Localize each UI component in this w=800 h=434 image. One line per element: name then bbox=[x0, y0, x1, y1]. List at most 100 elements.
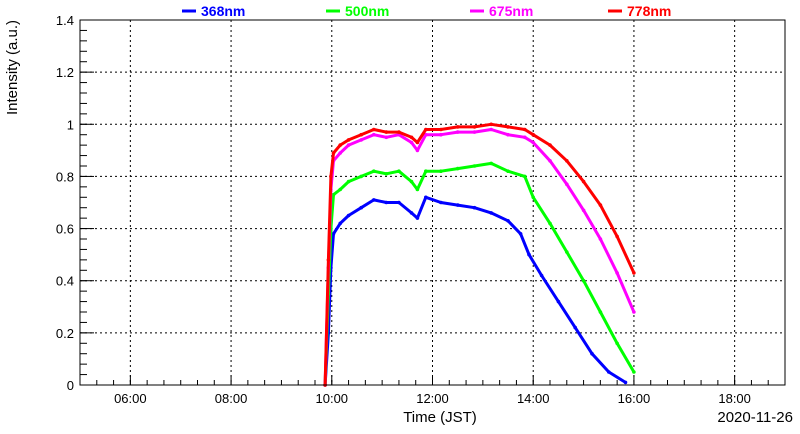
date-label: 2020-11-26 bbox=[717, 409, 793, 426]
x-tick-label: 06:00 bbox=[114, 391, 147, 406]
data-point bbox=[439, 169, 443, 173]
data-point bbox=[598, 310, 603, 314]
grid-lines bbox=[80, 20, 785, 385]
data-point bbox=[384, 130, 389, 134]
data-point bbox=[590, 351, 594, 356]
y-tick-label: 1 bbox=[67, 117, 74, 132]
data-point bbox=[346, 213, 351, 218]
series-line-368nm bbox=[323, 195, 627, 386]
data-point bbox=[489, 127, 494, 132]
data-point bbox=[581, 278, 586, 283]
data-point bbox=[632, 370, 636, 374]
data-point bbox=[439, 132, 443, 137]
data-point bbox=[415, 187, 420, 192]
data-point bbox=[338, 143, 343, 147]
data-point bbox=[424, 169, 428, 173]
series-778nm bbox=[323, 122, 636, 387]
data-point bbox=[548, 221, 552, 226]
data-point bbox=[581, 179, 586, 184]
data-point bbox=[409, 211, 414, 215]
data-point bbox=[539, 273, 544, 278]
data-point bbox=[409, 135, 414, 140]
data-point bbox=[598, 203, 603, 207]
data-point bbox=[598, 237, 603, 241]
data-point bbox=[338, 151, 343, 155]
data-point bbox=[331, 232, 336, 236]
data-point bbox=[372, 132, 376, 137]
data-point bbox=[359, 205, 364, 210]
data-point bbox=[372, 198, 376, 202]
x-tick-label: 12:00 bbox=[416, 391, 449, 406]
series-line-500nm bbox=[323, 161, 636, 386]
data-point bbox=[439, 127, 443, 132]
data-point bbox=[489, 161, 494, 166]
data-point bbox=[424, 132, 428, 137]
data-point bbox=[506, 132, 510, 137]
data-point bbox=[531, 132, 535, 137]
data-series bbox=[323, 122, 636, 387]
data-point bbox=[384, 172, 389, 176]
data-point bbox=[565, 250, 569, 254]
data-point bbox=[527, 252, 531, 257]
data-point bbox=[409, 140, 414, 145]
data-point bbox=[455, 203, 460, 207]
data-point bbox=[409, 179, 414, 184]
data-point bbox=[346, 138, 351, 142]
data-point bbox=[472, 130, 477, 134]
x-tick-label: 18:00 bbox=[718, 391, 751, 406]
data-point bbox=[615, 271, 619, 275]
data-point bbox=[372, 127, 376, 132]
legend-label-675nm: 675nm bbox=[489, 3, 533, 19]
data-point bbox=[384, 135, 389, 140]
data-point bbox=[556, 299, 561, 304]
data-point bbox=[326, 258, 331, 262]
series-368nm bbox=[323, 195, 628, 387]
data-point bbox=[632, 271, 636, 275]
y-tick-label: 0.8 bbox=[56, 169, 74, 184]
data-point bbox=[548, 143, 552, 147]
data-point bbox=[397, 169, 401, 173]
data-point bbox=[439, 200, 443, 205]
y-tick-label: 0 bbox=[67, 378, 74, 393]
x-axis-title: Time (JST) bbox=[403, 409, 477, 426]
data-point bbox=[506, 169, 510, 173]
data-point bbox=[384, 200, 389, 205]
data-point bbox=[531, 140, 535, 145]
data-point bbox=[565, 182, 569, 186]
data-point bbox=[359, 132, 364, 137]
y-axis-title: Intensity (a.u.) bbox=[4, 20, 21, 115]
data-point bbox=[331, 192, 336, 197]
data-point bbox=[581, 208, 586, 213]
data-point bbox=[415, 140, 420, 145]
data-point bbox=[531, 195, 535, 200]
data-point bbox=[615, 341, 619, 346]
data-point bbox=[607, 370, 611, 374]
axes: 06:00 08:00 10:00 12:00 14:00 16:00 18:00 0 0.2 0… bbox=[56, 13, 786, 406]
data-point bbox=[623, 380, 628, 385]
data-point bbox=[424, 127, 428, 132]
x-tick-label: 16:00 bbox=[618, 391, 651, 406]
data-point bbox=[565, 159, 569, 163]
data-point bbox=[472, 125, 477, 129]
data-point bbox=[424, 195, 428, 200]
legend: 368nm 500nm 675nm 778nm bbox=[182, 3, 671, 19]
data-point bbox=[472, 164, 477, 168]
data-point bbox=[397, 200, 401, 205]
y-tick-label: 0.6 bbox=[56, 222, 74, 237]
data-point bbox=[472, 205, 477, 210]
data-point bbox=[573, 325, 577, 330]
data-point bbox=[523, 174, 527, 179]
data-point bbox=[346, 143, 351, 147]
data-point bbox=[506, 219, 510, 223]
y-tick-label: 1.2 bbox=[56, 65, 74, 80]
data-point bbox=[455, 130, 460, 134]
legend-label-778nm: 778nm bbox=[627, 3, 671, 19]
data-point bbox=[331, 151, 336, 155]
data-point bbox=[523, 127, 527, 132]
data-point bbox=[359, 138, 364, 142]
data-point bbox=[632, 310, 636, 314]
data-point bbox=[523, 135, 527, 140]
legend-label-500nm: 500nm bbox=[345, 3, 389, 19]
series-line-675nm bbox=[323, 128, 636, 386]
